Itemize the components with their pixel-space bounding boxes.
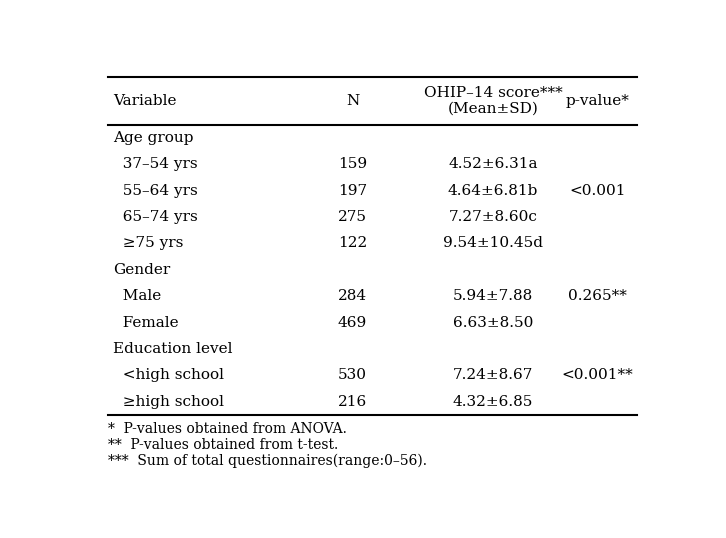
Text: 216: 216 bbox=[338, 395, 367, 409]
Text: 5.94±7.88: 5.94±7.88 bbox=[453, 289, 533, 303]
Text: ≥75 yrs: ≥75 yrs bbox=[113, 236, 184, 250]
Text: 275: 275 bbox=[338, 210, 367, 224]
Text: ***  Sum of total questionnaires(range:0–56).: *** Sum of total questionnaires(range:0–… bbox=[107, 454, 427, 469]
Text: 6.63±8.50: 6.63±8.50 bbox=[453, 316, 533, 330]
Text: Female: Female bbox=[113, 316, 179, 330]
Text: 197: 197 bbox=[338, 183, 367, 197]
Text: <0.001: <0.001 bbox=[569, 183, 625, 197]
Text: ≥high school: ≥high school bbox=[113, 395, 224, 409]
Text: N: N bbox=[346, 94, 359, 108]
Text: <high school: <high school bbox=[113, 369, 224, 383]
Text: **  P-values obtained from t-test.: ** P-values obtained from t-test. bbox=[107, 438, 338, 452]
Text: Gender: Gender bbox=[113, 263, 171, 277]
Text: 65–74 yrs: 65–74 yrs bbox=[113, 210, 198, 224]
Text: OHIP–14 score***
(Mean±SD): OHIP–14 score*** (Mean±SD) bbox=[424, 86, 563, 116]
Text: <0.001**: <0.001** bbox=[561, 369, 633, 383]
Text: 159: 159 bbox=[338, 157, 367, 171]
Text: 4.52±6.31a: 4.52±6.31a bbox=[448, 157, 538, 171]
Text: Age group: Age group bbox=[113, 131, 194, 145]
Text: 0.265**: 0.265** bbox=[568, 289, 627, 303]
Text: 7.24±8.67: 7.24±8.67 bbox=[453, 369, 533, 383]
Text: 4.32±6.85: 4.32±6.85 bbox=[453, 395, 533, 409]
Text: Male: Male bbox=[113, 289, 161, 303]
Text: 9.54±10.45d: 9.54±10.45d bbox=[443, 236, 543, 250]
Text: *  P-values obtained from ANOVA.: * P-values obtained from ANOVA. bbox=[107, 422, 346, 436]
Text: 37–54 yrs: 37–54 yrs bbox=[113, 157, 198, 171]
Text: 122: 122 bbox=[338, 236, 367, 250]
Text: 530: 530 bbox=[338, 369, 367, 383]
Text: Variable: Variable bbox=[113, 94, 176, 108]
Text: Education level: Education level bbox=[113, 342, 233, 356]
Text: 55–64 yrs: 55–64 yrs bbox=[113, 183, 198, 197]
Text: p-value*: p-value* bbox=[566, 94, 629, 108]
Text: 469: 469 bbox=[338, 316, 367, 330]
Text: 7.27±8.60c: 7.27±8.60c bbox=[449, 210, 537, 224]
Text: 4.64±6.81b: 4.64±6.81b bbox=[448, 183, 538, 197]
Text: 284: 284 bbox=[338, 289, 367, 303]
